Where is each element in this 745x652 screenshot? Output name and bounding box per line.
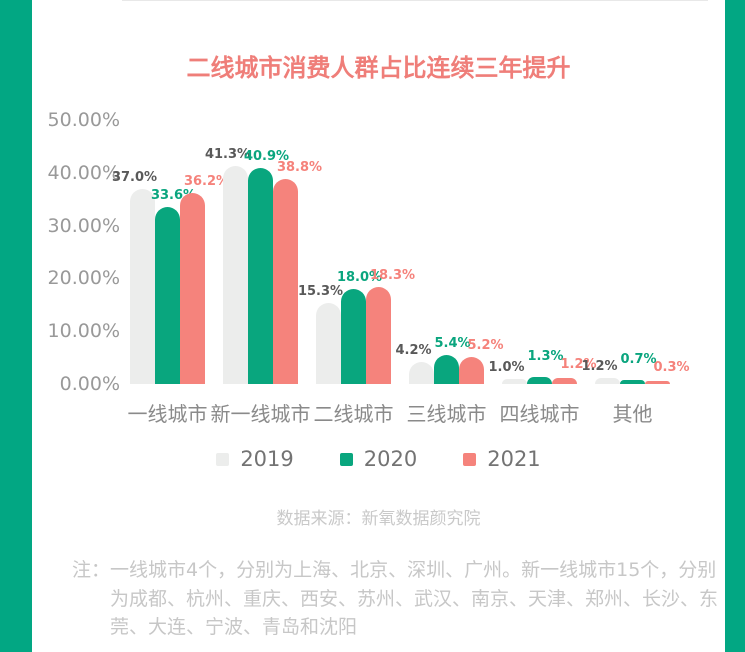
bar-value-label: 15.3% xyxy=(297,284,344,300)
footnote-prefix: 注： xyxy=(72,559,111,581)
bar-value-label: 1.2% xyxy=(581,358,618,374)
y-axis-tick-label: 30.00% xyxy=(47,214,120,237)
x-axis-category-label: 四线城市 xyxy=(499,402,580,426)
bar-value-label: 0.7% xyxy=(620,352,657,368)
bar-2021-一线城市 xyxy=(180,192,205,384)
bar-2019-二线城市 xyxy=(316,303,341,384)
bar-value-label: 18.0% xyxy=(336,269,383,285)
bar-value-label: 1.3% xyxy=(527,349,564,365)
y-axis-tick-label: 40.00% xyxy=(47,161,120,184)
legend-label: 2020 xyxy=(363,447,418,471)
bar-2021-其他 xyxy=(645,381,670,384)
bar-2019-新一线城市 xyxy=(223,165,248,384)
footnote-line: 一线城市4个，分别为上海、北京、深圳、广州。新一线城市15个，分别 xyxy=(110,559,717,581)
x-axis-baseline xyxy=(122,0,708,1)
bar-value-label: 40.9% xyxy=(243,149,290,165)
x-axis-category-label: 其他 xyxy=(612,402,653,426)
bar-2020-三线城市 xyxy=(434,355,459,384)
legend-swatch-icon xyxy=(216,452,230,466)
y-axis-tick-label: 10.00% xyxy=(47,320,120,343)
bar-value-label: 5.4% xyxy=(434,336,471,352)
bar-value-label: 41.3% xyxy=(204,146,251,162)
y-axis-tick-label: 20.00% xyxy=(47,267,120,290)
bar-2019-其他 xyxy=(595,377,620,384)
data-source-caption: 数据来源：新氧数据颜究院 xyxy=(276,509,481,529)
legend-swatch-icon xyxy=(339,452,353,466)
x-axis-category-label: 一线城市 xyxy=(127,402,208,426)
footnote: 注： 一线城市4个，分别为上海、北京、深圳、广州。新一线城市15个，分别 为成都、… xyxy=(72,556,718,642)
x-axis-category-label: 三线城市 xyxy=(406,402,487,426)
right-green-border xyxy=(725,0,745,652)
legend-item-2020: 2020 xyxy=(339,447,418,471)
legend-label: 2019 xyxy=(240,447,294,471)
footnote-line: 莞、大连、宁波、青岛和沈阳 xyxy=(110,616,358,638)
bar-2021-四线城市 xyxy=(552,377,577,384)
bar-2020-一线城市 xyxy=(155,206,180,384)
bar-2019-三线城市 xyxy=(409,361,434,384)
bar-value-label: 18.3% xyxy=(369,268,416,284)
x-axis-category-label: 二线城市 xyxy=(313,402,394,426)
bar-value-label: 0.3% xyxy=(653,360,690,375)
bar-2019-四线城市 xyxy=(502,378,527,384)
chart-legend: 2019 2020 2021 xyxy=(32,446,725,472)
bar-2021-二线城市 xyxy=(366,287,391,384)
footnote-body: 一线城市4个，分别为上海、北京、深圳、广州。新一线城市15个，分别 为成都、杭州、… xyxy=(110,556,718,642)
x-axis-category-label: 新一线城市 xyxy=(210,402,311,426)
bar-value-label: 37.0% xyxy=(111,169,158,185)
bar-2021-三线城市 xyxy=(459,356,484,384)
footnote-line: 为成都、杭州、重庆、西安、苏州、武汉、南京、天津、郑州、长沙、东 xyxy=(110,587,719,610)
bar-2020-二线城市 xyxy=(341,288,366,384)
left-green-border xyxy=(0,0,32,652)
bar-value-label: 1.2% xyxy=(560,356,597,372)
bar-value-label: 1.0% xyxy=(488,359,525,375)
legend-label: 2021 xyxy=(487,447,541,471)
chart-title: 二线城市消费人群占比连续三年提升 xyxy=(186,54,571,82)
bar-2020-新一线城市 xyxy=(248,168,273,384)
y-axis-tick-label: 0.00% xyxy=(59,373,120,395)
bar-2020-四线城市 xyxy=(527,377,552,384)
bar-value-label: 4.2% xyxy=(395,342,432,358)
legend-swatch-icon xyxy=(463,452,477,466)
legend-item-2019: 2019 xyxy=(216,447,294,471)
bar-2019-一线城市 xyxy=(130,188,155,384)
bar-2021-新一线城市 xyxy=(273,179,298,384)
bar-value-label: 5.2% xyxy=(467,337,504,353)
bar-value-label: 36.2% xyxy=(183,173,230,189)
bar-2020-其他 xyxy=(620,380,645,384)
y-axis-tick-label: 50.00% xyxy=(47,109,120,131)
legend-item-2021: 2021 xyxy=(463,447,541,471)
bar-value-label: 38.8% xyxy=(276,160,323,176)
